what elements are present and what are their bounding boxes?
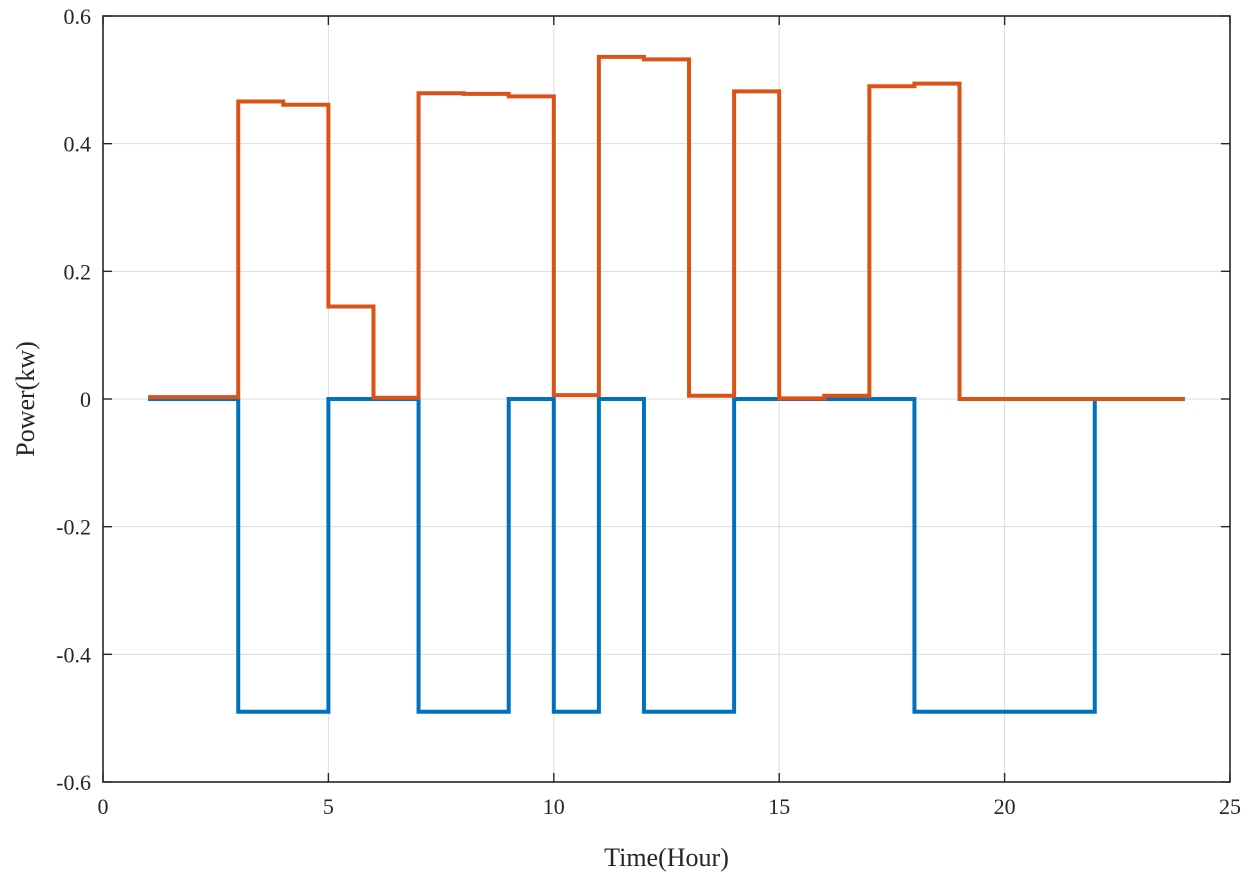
x-tick-label: 10: [543, 794, 565, 819]
y-tick-label: -0.6: [56, 770, 91, 795]
x-axis-label: Time(Hour): [604, 843, 729, 872]
y-tick-label: 0.4: [64, 132, 92, 157]
series-line-1: [148, 397, 1097, 714]
x-tick-label: 0: [98, 794, 109, 819]
series-line-2: [148, 54, 1185, 401]
plot-series: [148, 54, 1185, 714]
y-tick-label: -0.2: [56, 515, 91, 540]
x-tick-label: 25: [1219, 794, 1241, 819]
y-tick-label: 0.6: [64, 4, 92, 29]
x-tick-label: 20: [994, 794, 1016, 819]
x-tick-label: 15: [768, 794, 790, 819]
y-tick-label: -0.4: [56, 642, 91, 667]
y-axis-label: Power(kw): [11, 341, 40, 457]
y-tick-label: 0.2: [64, 259, 92, 284]
axis-ticks: 0 5 10 15 20 25 -0.6 -0.4 -0.2 0 0.2 0.4 0.6: [56, 4, 1241, 819]
y-tick-label: 0: [80, 387, 91, 412]
x-tick-label: 5: [323, 794, 334, 819]
